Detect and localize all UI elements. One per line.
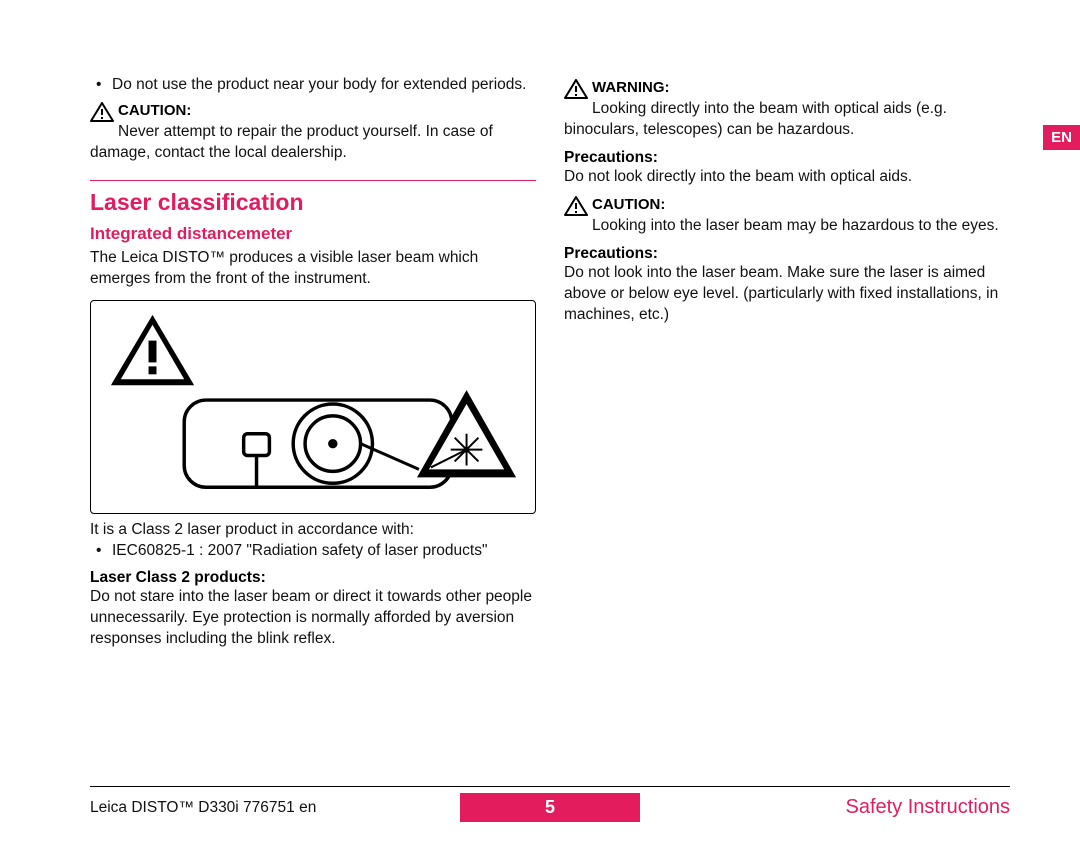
right-column: WARNING: Looking directly into the beam … bbox=[564, 75, 1010, 650]
bullet-text: IEC60825-1 : 2007 "Radiation safety of l… bbox=[112, 541, 536, 562]
laser-class2-label: Laser Class 2 products: bbox=[90, 569, 536, 587]
laser-warning-icon bbox=[417, 390, 516, 477]
bullet-text: Do not use the product near your body fo… bbox=[112, 75, 536, 96]
precautions-text: Do not look directly into the beam with … bbox=[564, 167, 1010, 188]
warning-triangle-icon bbox=[564, 79, 592, 99]
bullet-item: • Do not use the product near your body … bbox=[90, 75, 536, 96]
precautions-label: Precautions: bbox=[564, 149, 1010, 167]
left-column: • Do not use the product near your body … bbox=[90, 75, 536, 650]
bullet-dot: • bbox=[90, 541, 112, 562]
caution-label: CAUTION: bbox=[592, 196, 665, 213]
warning-triangle-icon bbox=[90, 102, 118, 122]
warning-text: Looking directly into the beam with opti… bbox=[564, 99, 1010, 141]
section-divider bbox=[90, 180, 536, 181]
laser-diagram bbox=[90, 300, 536, 514]
caution-text: Never attempt to repair the product your… bbox=[90, 122, 536, 164]
warning-triangle-icon bbox=[564, 196, 592, 216]
warning-label: WARNING: bbox=[592, 79, 670, 96]
warning-body: Looking directly into the beam with opti… bbox=[564, 100, 947, 138]
bullet-dot: • bbox=[90, 75, 112, 96]
caution-text: Looking into the laser beam may be hazar… bbox=[564, 216, 1010, 237]
precautions-label: Precautions: bbox=[564, 245, 1010, 263]
caution-body: Looking into the laser beam may be hazar… bbox=[592, 217, 999, 234]
intro-text: The Leica DISTO™ produces a visible lase… bbox=[90, 248, 536, 290]
warning-triangle-icon bbox=[111, 314, 194, 384]
footer-section-title: Safety Instructions bbox=[640, 793, 1010, 822]
footer-product-id: Leica DISTO™ D330i 776751 en bbox=[90, 793, 460, 822]
laser-class2-text: Do not stare into the laser beam or dire… bbox=[90, 587, 536, 650]
page-footer: Leica DISTO™ D330i 776751 en 5 Safety In… bbox=[90, 786, 1010, 822]
caution-label: CAUTION: bbox=[118, 102, 191, 119]
language-tab: EN bbox=[1043, 125, 1080, 150]
page: EN • Do not use the product near your bo… bbox=[0, 0, 1080, 850]
caution-block: CAUTION: Looking into the laser beam may… bbox=[564, 196, 1010, 237]
warning-block: WARNING: Looking directly into the beam … bbox=[564, 79, 1010, 141]
subheading-integrated-distancemeter: Integrated distancemeter bbox=[90, 224, 536, 244]
footer-divider bbox=[90, 786, 1010, 787]
heading-laser-classification: Laser classification bbox=[90, 189, 536, 216]
bullet-item: • IEC60825-1 : 2007 "Radiation safety of… bbox=[90, 541, 536, 562]
caution-block: CAUTION: Never attempt to repair the pro… bbox=[90, 102, 536, 164]
footer-page-number: 5 bbox=[460, 793, 640, 822]
device-outline bbox=[184, 400, 451, 488]
precautions-text: Do not look into the laser beam. Make su… bbox=[564, 263, 1010, 326]
class2-intro: It is a Class 2 laser product in accorda… bbox=[90, 520, 536, 541]
content-columns: • Do not use the product near your body … bbox=[90, 75, 1010, 650]
caution-body: Never attempt to repair the product your… bbox=[90, 123, 493, 161]
